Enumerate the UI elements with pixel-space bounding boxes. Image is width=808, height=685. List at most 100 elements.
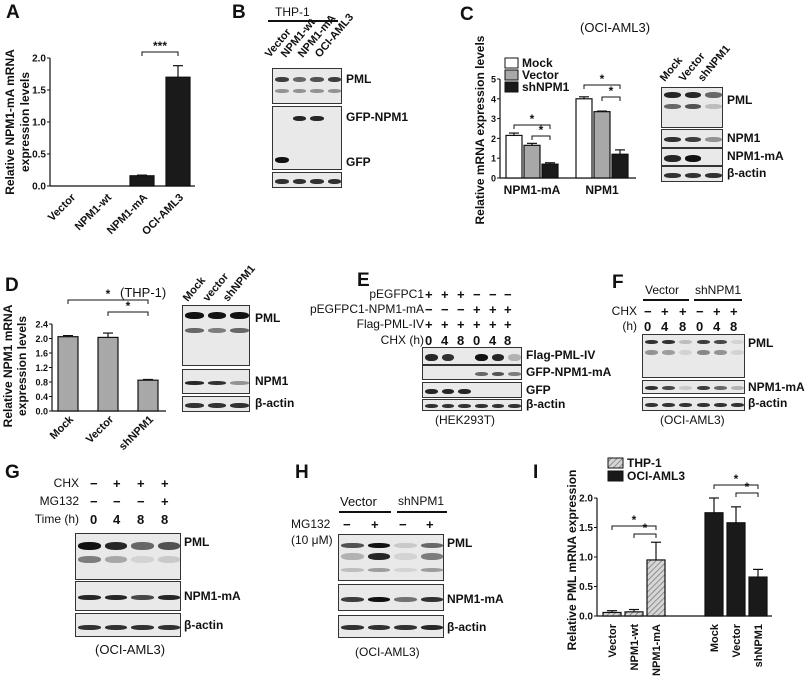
blot-band xyxy=(645,403,659,407)
legend-label: Mock xyxy=(522,56,553,70)
condition-value: 0 xyxy=(473,333,481,348)
y-tick-label: 0.0 xyxy=(579,612,593,623)
blot-strip xyxy=(338,534,444,581)
bar-oci-aml3 xyxy=(704,512,724,617)
condition-value: 0 xyxy=(696,319,704,334)
blot-band xyxy=(275,77,289,83)
panel-label-e: E xyxy=(357,270,370,291)
significance-label: * xyxy=(126,299,131,313)
bar-shnpm1 xyxy=(611,153,629,179)
blot-band xyxy=(662,339,676,344)
blot-band xyxy=(684,92,702,99)
blot-strip xyxy=(422,399,522,411)
blot-label: PML xyxy=(447,536,473,550)
group-underline xyxy=(643,299,689,301)
blot-band xyxy=(327,88,341,93)
x-category-label: shNPM1 xyxy=(753,624,765,667)
bar xyxy=(57,336,79,412)
panel-label-h: H xyxy=(295,462,309,483)
blot-label: β-actin xyxy=(255,396,295,410)
legend-label: THP-1 xyxy=(627,456,662,470)
y-tick-label: 0.0 xyxy=(35,407,48,417)
legend-swatch xyxy=(504,81,519,93)
blot-band xyxy=(104,541,127,550)
significance-bracket xyxy=(611,525,657,530)
blot-band xyxy=(508,404,521,408)
blot-band xyxy=(275,178,289,184)
blot-band xyxy=(367,597,390,603)
y-tick-label: 1.5 xyxy=(579,523,593,534)
blot-band xyxy=(696,386,710,390)
blot-strip xyxy=(422,347,522,365)
blot-band xyxy=(441,404,455,408)
legend-swatch xyxy=(607,457,624,469)
blot-band xyxy=(420,625,443,630)
blot-band xyxy=(310,116,324,122)
bar-mock xyxy=(505,134,523,179)
y-tick-label: 0.4 xyxy=(35,392,48,402)
blot-band xyxy=(131,594,154,600)
blot-strip xyxy=(272,68,342,104)
bar-thp-1 xyxy=(646,559,666,617)
x-category-label: Vector xyxy=(607,623,619,657)
blot-label: PML xyxy=(748,336,774,350)
blot-label: NPM1 xyxy=(255,374,289,388)
group-label: shNPM1 xyxy=(398,494,445,508)
legend-swatch xyxy=(607,470,624,482)
blot-band xyxy=(185,327,204,333)
blot-band xyxy=(207,402,227,408)
h-cell-line: (OCI-AML3) xyxy=(355,645,420,659)
blot-label: PML xyxy=(255,311,281,325)
condition-value: + xyxy=(425,287,433,302)
blot-band xyxy=(662,350,676,356)
blot-band xyxy=(292,178,306,184)
blot-band xyxy=(696,339,710,344)
condition-value: − xyxy=(425,302,433,317)
blot-band xyxy=(705,172,722,178)
condition-value: + xyxy=(473,317,481,332)
condition-value: 4 xyxy=(113,512,121,527)
condition-value: + xyxy=(457,287,465,302)
blot-band xyxy=(441,388,455,394)
condition-value: 0 xyxy=(90,512,98,527)
group-underline xyxy=(694,299,742,301)
significance-bracket xyxy=(141,51,179,56)
blot-band xyxy=(341,625,364,630)
blot-band xyxy=(131,556,154,564)
blot-band xyxy=(394,625,417,630)
g-cell-line: (OCI-AML3) xyxy=(95,642,166,657)
condition-value: + xyxy=(113,476,121,491)
x-category-label: NPM1-mA xyxy=(651,624,663,676)
condition-value: − xyxy=(489,287,497,302)
x-category-label: Vector xyxy=(46,191,79,224)
blot-band xyxy=(684,103,702,109)
condition-value: + xyxy=(457,317,465,332)
condition-label: (10 μM) xyxy=(291,533,333,547)
significance-bracket xyxy=(735,492,759,497)
x-category-label: shNPM1 xyxy=(117,414,156,453)
blot-band xyxy=(679,350,693,356)
blot-band xyxy=(684,137,702,142)
blot-band xyxy=(662,403,676,407)
blot-band xyxy=(131,541,154,550)
blot-band xyxy=(78,594,101,600)
blot-band xyxy=(420,568,443,573)
bar-oci-aml3 xyxy=(748,576,768,617)
blot-label: PML xyxy=(346,72,372,86)
condition-value: 4 xyxy=(713,319,721,334)
blot-band xyxy=(441,353,455,361)
condition-label: MG132 xyxy=(291,517,331,531)
blot-band xyxy=(185,402,204,408)
condition-value: 8 xyxy=(730,319,738,334)
blot-strip xyxy=(75,581,181,611)
condition-value: + xyxy=(161,476,169,491)
condition-value: + xyxy=(161,494,169,509)
condition-value: 0 xyxy=(425,333,433,348)
condition-value: 8 xyxy=(137,512,145,527)
significance-label: * xyxy=(643,521,648,535)
panel-label-i: I xyxy=(533,462,539,483)
blot-band xyxy=(491,404,505,408)
blot-band xyxy=(458,404,471,408)
condition-value: + xyxy=(489,302,497,317)
condition-value: + xyxy=(425,317,433,332)
